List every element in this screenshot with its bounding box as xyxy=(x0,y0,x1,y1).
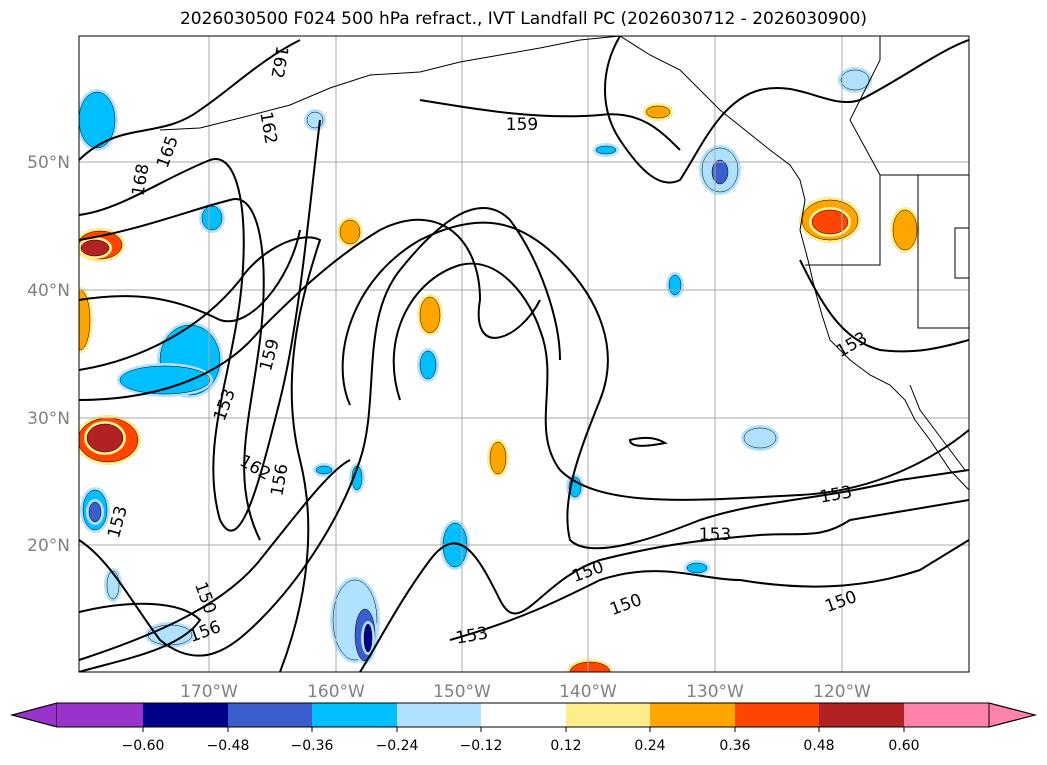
colorbar-segment xyxy=(481,703,566,727)
anomaly-region xyxy=(201,205,223,231)
contour-label: 159 xyxy=(506,115,538,135)
colorbar-tick-label: −0.48 xyxy=(207,738,250,754)
colorbar: −0.60 −0.48 −0.36 −0.24 −0.12 0.12 0.24 0.36 0.4… xyxy=(10,702,1037,754)
colorbar-segment xyxy=(57,703,143,727)
graticule xyxy=(79,36,969,672)
colorbar-tick-label: 0.36 xyxy=(719,738,750,754)
contour-labels: 162 1591651681621591531621561531531501501… xyxy=(104,44,871,648)
anomaly-region xyxy=(668,274,682,296)
anomaly-region xyxy=(569,661,611,672)
colorbar-segment xyxy=(312,703,397,727)
anomaly-region xyxy=(419,296,441,334)
colorbar-tick-label: −0.36 xyxy=(291,738,334,754)
longitude-label: 160°W xyxy=(307,682,365,702)
refractivity-contours xyxy=(79,36,969,672)
colorbar-segment xyxy=(397,703,481,727)
longitude-label: 140°W xyxy=(559,682,617,702)
anomaly-region xyxy=(363,623,373,653)
colorbar-segment xyxy=(819,703,904,727)
colorbar-segment xyxy=(650,703,735,727)
map-area: 162 1591651681621591531621561531531501501… xyxy=(79,36,969,672)
colorbar-segment xyxy=(228,703,312,727)
colorbar-segment xyxy=(143,703,228,727)
contour-label: 153 xyxy=(699,525,731,545)
colorbar-tick-label: −0.24 xyxy=(376,738,419,754)
latitude-label: 40°N xyxy=(27,281,70,301)
anomaly-region xyxy=(645,105,671,119)
colorbar-segment xyxy=(566,703,650,727)
longitude-label: 130°W xyxy=(686,682,744,702)
anomaly-region xyxy=(892,209,918,251)
anomaly-region xyxy=(595,145,617,155)
latitude-label: 30°N xyxy=(27,409,70,429)
colorbar-tick-label: −0.60 xyxy=(122,738,165,754)
colorbar-tick-label: 0.24 xyxy=(634,738,665,754)
anomaly-region xyxy=(489,441,507,475)
anomaly-region xyxy=(811,209,849,235)
longitude-label: 120°W xyxy=(813,682,871,702)
colorbar-tick-label: −0.12 xyxy=(460,738,503,754)
colorbar-extend-max xyxy=(988,702,1037,728)
anomaly-region xyxy=(315,465,333,475)
colorbar-tick-label: 0.12 xyxy=(550,738,581,754)
anomaly-region xyxy=(419,350,437,380)
map-frame xyxy=(78,35,970,673)
latitude-labels: 50°N 40°N 30°N 20°N xyxy=(27,153,70,556)
colorbar-tick-label: 0.60 xyxy=(888,738,919,754)
anomaly-region xyxy=(840,69,870,91)
colorbar-segment xyxy=(904,703,989,727)
anomaly-region xyxy=(86,423,124,453)
anomaly-region xyxy=(80,239,110,257)
colorbar-tick-label: 0.48 xyxy=(803,738,834,754)
colorbar-outline xyxy=(10,702,1037,728)
anomaly-region xyxy=(119,365,211,395)
colorbar-segment xyxy=(735,703,819,727)
latitude-label: 20°N xyxy=(27,536,70,556)
anomaly-region xyxy=(686,562,708,574)
anomaly-region xyxy=(306,111,324,129)
longitude-labels: 170°W 160°W 150°W 140°W 130°W 120°W xyxy=(180,682,871,702)
anomaly-region xyxy=(106,570,120,600)
anomaly-region xyxy=(711,159,729,185)
anomaly-region xyxy=(79,91,116,149)
colorbar-extend-min xyxy=(10,702,58,728)
anomaly-region xyxy=(743,427,777,449)
anomaly-region xyxy=(88,501,102,523)
coastlines xyxy=(159,36,969,491)
longitude-label: 170°W xyxy=(180,682,238,702)
refractivity-anomaly-fills xyxy=(79,67,920,672)
longitude-label: 150°W xyxy=(433,682,491,702)
latitude-label: 50°N xyxy=(27,153,70,173)
anomaly-region xyxy=(339,219,361,245)
figure-title: 2026030500 F024 500 hPa refract., IVT La… xyxy=(179,9,867,29)
